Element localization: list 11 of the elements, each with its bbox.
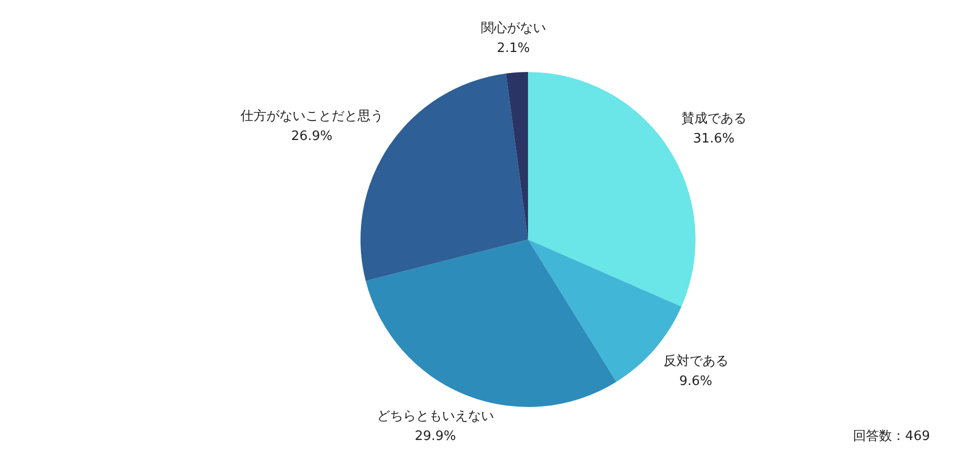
slice-label: 反対である xyxy=(663,352,728,369)
data-label: 2.1% xyxy=(496,40,530,56)
slice-label: 賛成である xyxy=(681,112,746,127)
data-label: 29.9% xyxy=(414,428,456,444)
slice-label: どちらともいえない xyxy=(376,408,494,424)
slice-label: 関心がない xyxy=(480,20,546,36)
text: 回答数：469 xyxy=(853,428,930,445)
data-label: 26.9% xyxy=(291,128,332,144)
data-label: 31.6% xyxy=(693,132,734,147)
slice-label: 仕方がないことだと思う xyxy=(239,108,384,124)
data-label: 9.6% xyxy=(679,374,712,389)
